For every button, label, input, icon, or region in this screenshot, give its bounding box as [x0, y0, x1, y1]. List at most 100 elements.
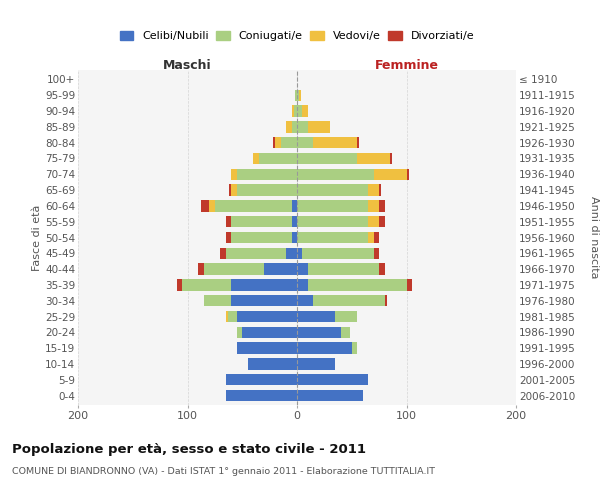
Bar: [232, 295, 297, 306]
Bar: [379, 184, 382, 196]
Bar: [297, 200, 368, 211]
Bar: [297, 137, 313, 148]
Bar: [390, 153, 392, 164]
Bar: [297, 311, 335, 322]
Bar: [308, 121, 330, 132]
Bar: [199, 264, 204, 275]
Bar: [182, 279, 232, 290]
Bar: [308, 279, 407, 290]
Bar: [297, 232, 368, 243]
Bar: [374, 232, 379, 243]
Bar: [237, 184, 297, 196]
Bar: [368, 184, 379, 196]
Bar: [292, 106, 294, 117]
Bar: [273, 137, 275, 148]
Bar: [302, 248, 374, 259]
Bar: [308, 264, 379, 275]
Bar: [232, 168, 237, 180]
Text: Femmine: Femmine: [374, 58, 439, 71]
Bar: [220, 248, 226, 259]
Bar: [368, 232, 374, 243]
Bar: [292, 216, 297, 228]
Bar: [209, 200, 215, 211]
Bar: [297, 248, 302, 259]
Bar: [242, 326, 297, 338]
Bar: [204, 295, 232, 306]
Bar: [237, 168, 297, 180]
Bar: [228, 311, 237, 322]
Bar: [226, 232, 232, 243]
Y-axis label: Fasce di età: Fasce di età: [32, 204, 42, 270]
Bar: [407, 168, 409, 180]
Bar: [297, 153, 357, 164]
Bar: [292, 200, 297, 211]
Bar: [297, 279, 308, 290]
Text: Popolazione per età, sesso e stato civile - 2011: Popolazione per età, sesso e stato civil…: [12, 442, 366, 456]
Bar: [297, 295, 313, 306]
Bar: [302, 106, 308, 117]
Bar: [229, 184, 232, 196]
Bar: [297, 90, 299, 101]
Bar: [297, 326, 341, 338]
Bar: [299, 90, 301, 101]
Y-axis label: Anni di nascita: Anni di nascita: [589, 196, 599, 279]
Bar: [379, 216, 385, 228]
Bar: [237, 326, 242, 338]
Bar: [297, 106, 302, 117]
Bar: [259, 153, 297, 164]
Bar: [176, 279, 182, 290]
Bar: [281, 137, 297, 148]
Bar: [226, 374, 297, 386]
Bar: [379, 264, 385, 275]
Bar: [368, 200, 379, 211]
Bar: [294, 106, 297, 117]
Bar: [313, 137, 357, 148]
Bar: [264, 264, 297, 275]
Bar: [374, 248, 379, 259]
Legend: Celibi/Nubili, Coniugati/e, Vedovi/e, Divorziati/e: Celibi/Nubili, Coniugati/e, Vedovi/e, Di…: [115, 26, 479, 46]
Bar: [237, 342, 297, 354]
Bar: [297, 216, 368, 228]
Bar: [297, 184, 368, 196]
Bar: [297, 168, 374, 180]
Bar: [297, 390, 362, 401]
Bar: [253, 153, 259, 164]
Bar: [297, 342, 352, 354]
Bar: [374, 168, 407, 180]
Bar: [232, 232, 292, 243]
Bar: [286, 121, 292, 132]
Bar: [297, 264, 308, 275]
Bar: [226, 216, 232, 228]
Bar: [275, 137, 281, 148]
Bar: [379, 200, 385, 211]
Bar: [297, 374, 368, 386]
Bar: [226, 248, 286, 259]
Bar: [215, 200, 292, 211]
Bar: [226, 311, 228, 322]
Bar: [352, 342, 357, 354]
Bar: [297, 358, 335, 370]
Bar: [200, 200, 209, 211]
Bar: [237, 311, 297, 322]
Bar: [295, 90, 297, 101]
Bar: [335, 311, 357, 322]
Text: COMUNE DI BIANDRONNO (VA) - Dati ISTAT 1° gennaio 2011 - Elaborazione TUTTITALIA: COMUNE DI BIANDRONNO (VA) - Dati ISTAT 1…: [12, 468, 435, 476]
Bar: [357, 153, 390, 164]
Bar: [232, 279, 297, 290]
Bar: [204, 264, 264, 275]
Bar: [385, 295, 387, 306]
Text: Maschi: Maschi: [163, 58, 212, 71]
Bar: [292, 232, 297, 243]
Bar: [297, 121, 308, 132]
Bar: [232, 216, 292, 228]
Bar: [232, 184, 237, 196]
Bar: [341, 326, 350, 338]
Bar: [226, 390, 297, 401]
Bar: [292, 121, 297, 132]
Bar: [313, 295, 385, 306]
Bar: [357, 137, 359, 148]
Bar: [368, 216, 379, 228]
Bar: [248, 358, 297, 370]
Bar: [286, 248, 297, 259]
Bar: [407, 279, 412, 290]
